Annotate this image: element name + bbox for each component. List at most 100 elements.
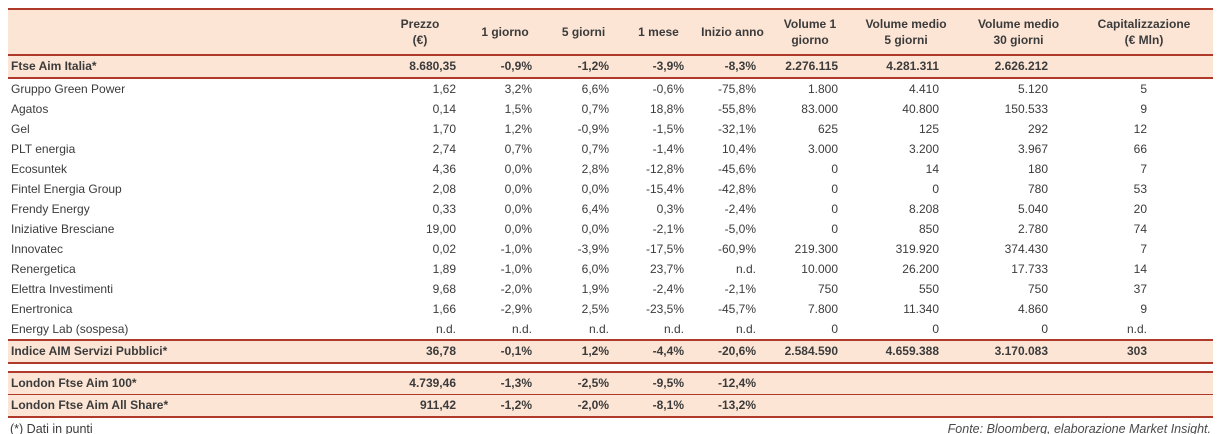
cell: 1,70 xyxy=(432,122,456,136)
cell: 2,5% xyxy=(581,302,609,316)
cell: 14 xyxy=(925,162,939,176)
cell xyxy=(1075,55,1213,78)
row-label: London Ftse Aim 100* xyxy=(11,376,137,390)
cell: 23,7% xyxy=(649,262,684,276)
cell: 0,14 xyxy=(432,102,456,116)
row-label: Renergetica xyxy=(11,262,76,276)
cell: -12,4% xyxy=(717,376,756,390)
cell: 0,0% xyxy=(581,222,609,236)
cell: -1,2% xyxy=(500,398,532,412)
header-row: Prezzo (€) 1 giorno 5 giorni 1 mese Inizio a… xyxy=(8,9,1213,55)
cell: 2.780 xyxy=(1017,222,1048,236)
cell: 53 xyxy=(1133,182,1147,196)
cell xyxy=(1075,372,1213,395)
cell: -1,4% xyxy=(652,142,684,156)
cell: -1,0% xyxy=(500,262,532,276)
cell: 0 xyxy=(831,162,838,176)
row-label: Iniziative Bresciane xyxy=(11,222,115,236)
spacer-row xyxy=(8,363,1213,372)
index-row: Ftse Aim Italia* 8.680,35 -0,9% -1,2% -3,9% -… xyxy=(8,55,1213,78)
cell: 9 xyxy=(1140,302,1147,316)
row-label: Innovatec xyxy=(11,242,64,256)
cell: 18,8% xyxy=(649,102,684,116)
table-body-main: Ftse Aim Italia* 8.680,35 -0,9% -1,2% -3,9% -… xyxy=(8,55,1213,363)
table-row: Innovatec 0,02 -1,0% -3,9% -17,5% -60,9% 219.3… xyxy=(8,239,1213,259)
cell: -2,0% xyxy=(577,398,609,412)
cell: 1,2% xyxy=(581,344,609,358)
table-row: Gel 1,70 1,2% -0,9% -1,5% -32,1% 625 125 292 12 xyxy=(8,119,1213,139)
source-credit: Fonte: Bloomberg, elaborazione Market In… xyxy=(947,422,1211,434)
row-label: Gel xyxy=(11,122,30,136)
row-label: Indice AIM Servizi Pubblici* xyxy=(11,344,168,358)
cell: 780 xyxy=(1027,182,1048,196)
index-row: London Ftse Aim 100* 4.739,46 -1,3% -2,5% -9… xyxy=(8,372,1213,395)
row-label: London Ftse Aim All Share* xyxy=(11,398,169,412)
column-header: Prezzo (€) xyxy=(400,17,440,47)
cell: n.d. xyxy=(1126,322,1147,336)
cell: 0 xyxy=(831,322,838,336)
cell: n.d. xyxy=(588,322,609,336)
table-row: Gruppo Green Power 1,62 3,2% 6,6% -0,6% -75,8… xyxy=(8,78,1213,99)
cell: 10,4% xyxy=(721,142,756,156)
cell xyxy=(770,395,850,418)
cell: -3,9% xyxy=(577,242,609,256)
cell: 750 xyxy=(1027,282,1048,296)
cell: 0 xyxy=(932,182,939,196)
cell: n.d. xyxy=(735,262,756,276)
cell: -55,8% xyxy=(717,102,756,116)
cell: -0,9% xyxy=(577,122,609,136)
cell: 11.340 xyxy=(903,302,939,316)
table-row: Enertronica 1,66 -2,9% 2,5% -23,5% -45,7% 7.80… xyxy=(8,299,1213,319)
cell xyxy=(770,372,850,395)
column-header: Volume medio 5 giorni xyxy=(865,17,947,47)
cell: 0,0% xyxy=(504,182,532,196)
cell: 0,3% xyxy=(656,202,684,216)
cell: 1,66 xyxy=(432,302,456,316)
cell: -2,1% xyxy=(724,282,756,296)
index-row: London Ftse Aim All Share* 911,42 -1,2% -2,… xyxy=(8,394,1213,418)
index-row: Indice AIM Servizi Pubblici* 36,78 -0,1% 1,… xyxy=(8,340,1213,363)
spacer-cell xyxy=(8,363,1213,372)
table-row: Energy Lab (sospesa) n.d. n.d. n.d. n.d. n.d.… xyxy=(8,319,1213,340)
row-label: Gruppo Green Power xyxy=(11,82,126,96)
row-label: Enertronica xyxy=(11,302,73,316)
row-label: Energy Lab (sospesa) xyxy=(11,322,129,336)
cell: -2,4% xyxy=(652,282,684,296)
cell: n.d. xyxy=(435,322,456,336)
column-header: Volume 1 giorno xyxy=(783,17,837,47)
column-header: 5 giorni xyxy=(561,25,606,39)
table-body-london: London Ftse Aim 100* 4.739,46 -1,3% -2,5% -9… xyxy=(8,372,1213,417)
cell: -1,0% xyxy=(500,242,532,256)
cell: 2,8% xyxy=(581,162,609,176)
cell: 1.800 xyxy=(807,82,838,96)
cell: 2.584.590 xyxy=(784,344,838,358)
cell: 0,0% xyxy=(504,202,532,216)
cell: 1,5% xyxy=(504,102,532,116)
cell: 4.860 xyxy=(1017,302,1048,316)
cell: -15,4% xyxy=(645,182,684,196)
cell: 0 xyxy=(932,322,939,336)
table-header: Prezzo (€) 1 giorno 5 giorni 1 mese Inizio a… xyxy=(8,9,1213,55)
cell: 550 xyxy=(918,282,939,296)
cell: 7 xyxy=(1140,242,1147,256)
row-label: Frendy Energy xyxy=(11,202,90,216)
table-row: Iniziative Bresciane 19,00 0,0% 0,0% -2,1% -5… xyxy=(8,219,1213,239)
cell: -1,5% xyxy=(652,122,684,136)
cell: 7 xyxy=(1140,162,1147,176)
cell: 20 xyxy=(1133,202,1147,216)
cell: 3.170.083 xyxy=(994,344,1048,358)
cell: 6,4% xyxy=(581,202,609,216)
cell: 0,33 xyxy=(432,202,456,216)
cell: 850 xyxy=(918,222,939,236)
row-label: Ecosuntek xyxy=(11,162,68,176)
column-header: Capitalizzazione (€ Mln) xyxy=(1097,17,1191,47)
cell: 19,00 xyxy=(425,222,456,236)
cell: 3,2% xyxy=(504,82,532,96)
cell: 37 xyxy=(1133,282,1147,296)
cell: 12 xyxy=(1133,122,1147,136)
cell: 0,0% xyxy=(504,222,532,236)
cell: -60,9% xyxy=(717,242,756,256)
cell: 150.533 xyxy=(1004,102,1048,116)
cell: 2.626.212 xyxy=(994,59,1048,73)
cell: 1,2% xyxy=(504,122,532,136)
